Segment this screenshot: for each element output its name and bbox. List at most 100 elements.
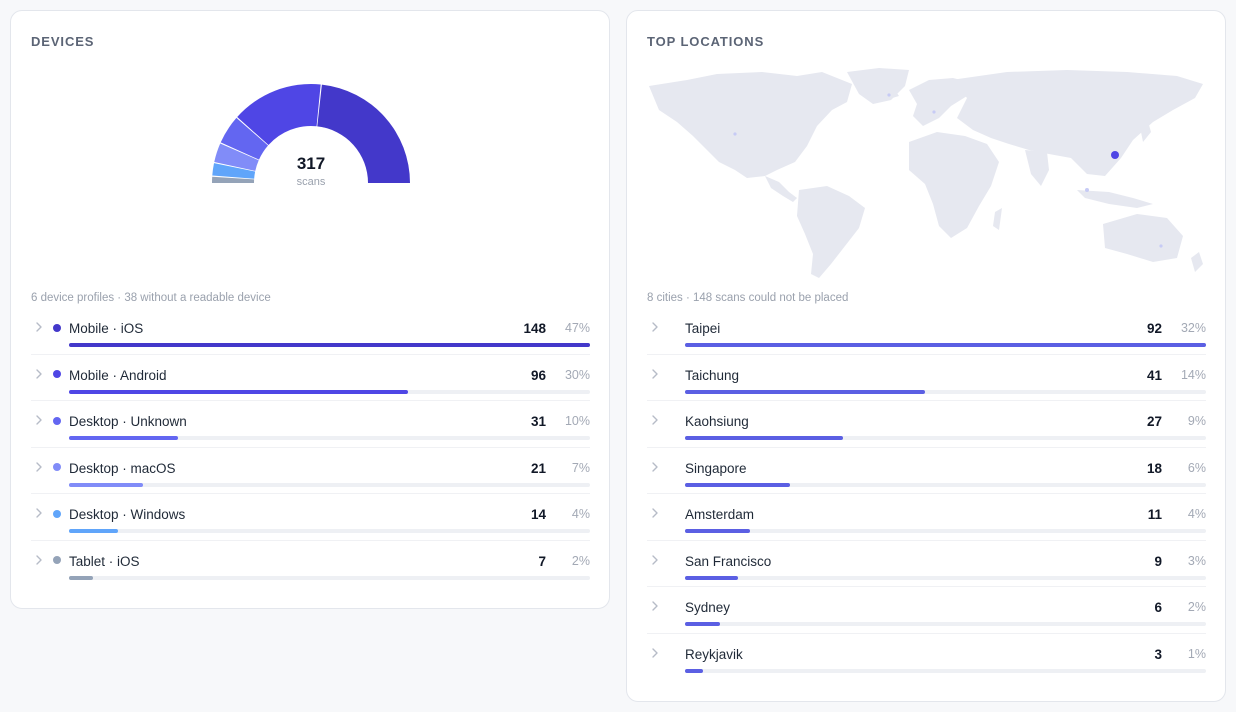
row-label: Amsterdam bbox=[685, 507, 755, 522]
locations-card: TOP LOCATIONS bbox=[626, 10, 1226, 702]
progress-track bbox=[685, 529, 1206, 533]
row-count: 148 bbox=[523, 321, 546, 336]
row-label: Sydney bbox=[685, 600, 731, 615]
row-label: Taichung bbox=[685, 367, 740, 383]
chevron-right-icon bbox=[652, 415, 658, 425]
chevron-right-icon bbox=[652, 461, 658, 472]
row-label: Taipei bbox=[685, 321, 721, 336]
row-count: 18 bbox=[1146, 460, 1162, 476]
legend-dot bbox=[53, 323, 61, 332]
progress-fill bbox=[685, 622, 720, 626]
row-percent: 4% bbox=[1187, 507, 1206, 521]
chevron-right-icon bbox=[652, 554, 658, 565]
progress-track bbox=[69, 482, 590, 487]
city-marker-taipei[interactable] bbox=[1111, 151, 1119, 159]
world-map bbox=[649, 68, 1203, 278]
city-marker-amsterdam[interactable] bbox=[932, 110, 936, 114]
city-marker-singapore[interactable] bbox=[1085, 188, 1089, 192]
row-label: Reykjavik bbox=[685, 646, 743, 662]
gauge-segment[interactable] bbox=[214, 143, 259, 171]
chevron-right-icon bbox=[36, 554, 42, 565]
progress-track bbox=[685, 668, 1206, 673]
device-row[interactable]: Mobile · Android 96 30% bbox=[31, 355, 590, 401]
map-city-markers bbox=[733, 93, 1163, 248]
progress-fill bbox=[685, 529, 750, 533]
progress-fill bbox=[69, 575, 94, 580]
progress-track bbox=[685, 389, 1206, 394]
chevron-right-icon bbox=[36, 368, 42, 379]
gauge-segment[interactable] bbox=[220, 117, 269, 160]
row-percent: 1% bbox=[1187, 646, 1206, 661]
row-count: 3 bbox=[1154, 646, 1162, 662]
progress-fill bbox=[685, 482, 791, 487]
row-label: Singapore bbox=[685, 460, 747, 476]
chevron-right-icon bbox=[36, 415, 42, 425]
city-marker-reykjavik[interactable] bbox=[887, 93, 891, 97]
row-count: 96 bbox=[530, 367, 546, 383]
progress-track bbox=[69, 343, 590, 347]
location-row[interactable]: Taipei 92 32% bbox=[647, 308, 1206, 355]
city-marker-san-francisco[interactable] bbox=[733, 132, 737, 136]
gauge-segment[interactable] bbox=[212, 176, 255, 183]
progress-track bbox=[685, 575, 1206, 580]
city-marker-sydney[interactable] bbox=[1159, 244, 1163, 248]
location-row[interactable]: San Francisco 9 3% bbox=[647, 541, 1206, 587]
legend-dot bbox=[53, 509, 61, 518]
legend-dot bbox=[53, 416, 61, 425]
location-row[interactable]: Sydney 6 2% bbox=[647, 587, 1206, 634]
location-row[interactable]: Taichung 41 14% bbox=[647, 355, 1206, 401]
chevron-right-icon bbox=[36, 322, 42, 332]
gauge-unit: scans bbox=[296, 176, 326, 188]
progress-track bbox=[685, 482, 1206, 487]
row-percent: 3% bbox=[1187, 553, 1206, 568]
location-row[interactable]: Reykjavik 3 1% bbox=[647, 634, 1206, 681]
device-row[interactable]: Desktop · Unknown 31 10% bbox=[31, 401, 590, 448]
row-count: 9 bbox=[1154, 553, 1162, 569]
row-percent: 7% bbox=[571, 460, 590, 475]
devices-summary: 6 device profiles · 38 without a readabl… bbox=[31, 292, 271, 304]
location-list: Taipei 92 32% Taichung 41 14% Kaohsiung 27 9% Sin… bbox=[647, 308, 1206, 680]
row-label: Tablet · iOS bbox=[69, 553, 140, 569]
row-count: 21 bbox=[530, 460, 546, 476]
progress-track bbox=[685, 343, 1206, 347]
progress-track bbox=[69, 529, 590, 533]
chevron-right-icon bbox=[652, 368, 658, 379]
progress-track bbox=[685, 436, 1206, 440]
row-count: 41 bbox=[1146, 367, 1162, 383]
device-row[interactable]: Desktop · Windows 14 4% bbox=[31, 494, 590, 541]
row-label: Mobile · Android bbox=[69, 367, 167, 383]
chevron-right-icon bbox=[652, 601, 658, 611]
row-count: 6 bbox=[1154, 600, 1162, 615]
row-label: Desktop · Windows bbox=[69, 507, 186, 522]
progress-fill bbox=[685, 343, 1206, 347]
location-row[interactable]: Kaohsiung 27 9% bbox=[647, 401, 1206, 448]
device-row[interactable]: Desktop · macOS 21 7% bbox=[31, 448, 590, 494]
row-count: 14 bbox=[530, 507, 546, 522]
legend-dot bbox=[53, 370, 61, 378]
progress-fill bbox=[685, 668, 703, 673]
devices-gauge-chart bbox=[212, 84, 410, 183]
progress-fill bbox=[69, 343, 590, 347]
location-row[interactable]: Amsterdam 11 4% bbox=[647, 494, 1206, 541]
row-count: 11 bbox=[1147, 507, 1162, 522]
progress-fill bbox=[69, 436, 179, 440]
row-label: Kaohsiung bbox=[685, 414, 749, 429]
row-label: Mobile · iOS bbox=[69, 321, 144, 336]
gauge-segment[interactable] bbox=[317, 84, 410, 183]
gauge-segment[interactable] bbox=[212, 163, 256, 179]
row-percent: 30% bbox=[564, 367, 590, 382]
gauge-total: 317 bbox=[296, 154, 326, 173]
device-row[interactable]: Mobile · iOS 148 47% bbox=[31, 308, 590, 355]
row-count: 92 bbox=[1146, 321, 1162, 336]
gauge-segment[interactable] bbox=[237, 84, 321, 146]
row-percent: 9% bbox=[1187, 414, 1206, 428]
device-row[interactable]: Tablet · iOS 7 2% bbox=[31, 541, 590, 588]
row-percent: 47% bbox=[564, 321, 590, 335]
row-label: Desktop · macOS bbox=[69, 460, 176, 476]
legend-dot bbox=[53, 556, 61, 564]
location-row[interactable]: Singapore 18 6% bbox=[647, 448, 1206, 494]
progress-fill bbox=[685, 575, 738, 580]
locations-summary: 8 cities · 148 scans could not be placed bbox=[647, 292, 849, 304]
devices-card: DEVICES 317 scans 6 device profiles · 38… bbox=[10, 10, 610, 609]
row-percent: 10% bbox=[564, 414, 590, 428]
